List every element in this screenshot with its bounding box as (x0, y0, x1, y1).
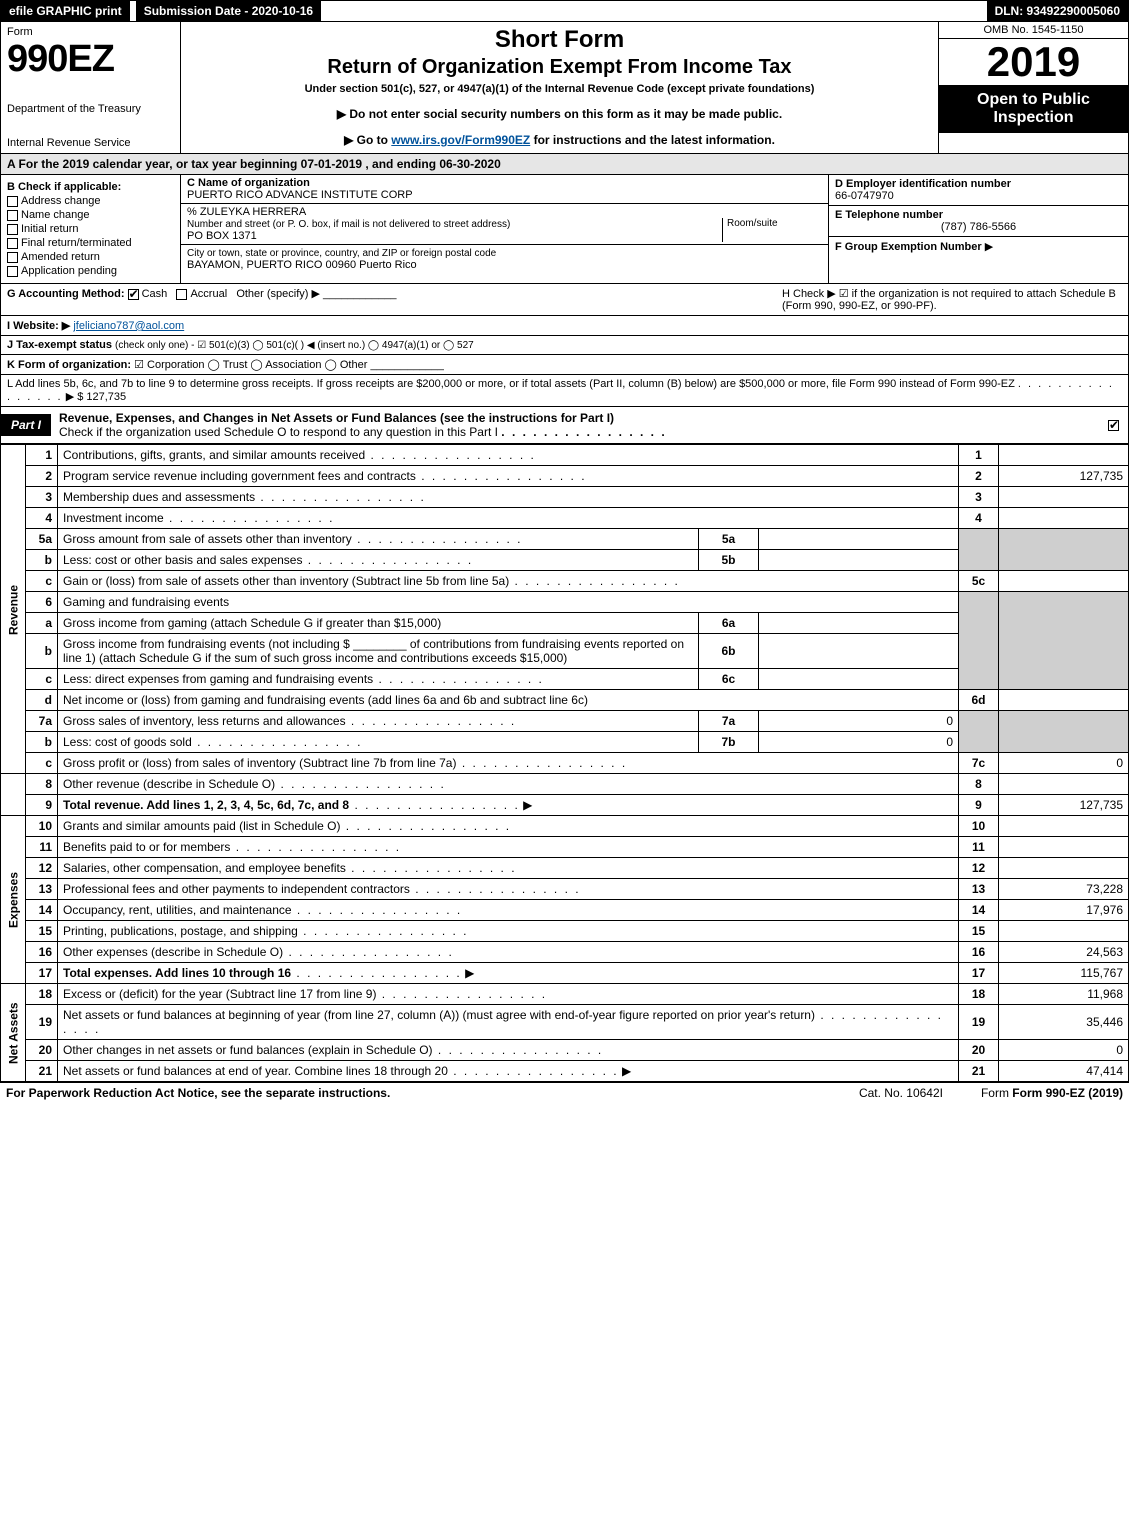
part-i-checknote: Check if the organization used Schedule … (59, 425, 498, 439)
room-label: Room/suite (722, 218, 822, 242)
check-address[interactable]: Address change (7, 195, 174, 207)
tax-year: 2019 (939, 39, 1128, 85)
form-label: Form (7, 26, 174, 38)
section-c: C Name of organization PUERTO RICO ADVAN… (181, 175, 828, 283)
schedule-o-checkbox[interactable] (1108, 420, 1119, 431)
phone-value: (787) 786-5566 (835, 221, 1122, 233)
open-to-public: Open to Public Inspection (939, 85, 1128, 133)
dln: DLN: 93492290005060 (987, 1, 1128, 21)
check-initial[interactable]: Initial return (7, 223, 174, 235)
top-bar: efile GRAPHIC print Submission Date - 20… (0, 0, 1129, 22)
section-l: L Add lines 5b, 6c, and 7b to line 9 to … (0, 375, 1129, 407)
ein-value: 66-0747970 (835, 190, 1122, 202)
under-section-note: Under section 501(c), 527, or 4947(a)(1)… (191, 83, 928, 95)
part-i-label: Part I (1, 414, 51, 436)
k-options: ☑ Corporation ◯ Trust ◯ Association ◯ Ot… (134, 359, 367, 371)
street-label: Number and street (or P. O. box, if mail… (187, 219, 510, 230)
cat-no: Cat. No. 10642I (859, 1086, 943, 1100)
part-i-title: Revenue, Expenses, and Changes in Net As… (51, 407, 1108, 443)
form-number: 990EZ (7, 38, 174, 81)
section-g: G Accounting Method: Cash Accrual Other … (7, 287, 782, 312)
revenue-side-label: Revenue (1, 445, 26, 774)
form-header: Form 990EZ Department of the Treasury In… (0, 22, 1129, 154)
form-meta-block: OMB No. 1545-1150 2019 Open to Public In… (938, 22, 1128, 153)
part-i-table: Revenue 1 Contributions, gifts, grants, … (0, 444, 1129, 1082)
line-amount (999, 445, 1129, 466)
l-text: L Add lines 5b, 6c, and 7b to line 9 to … (7, 378, 1015, 390)
section-b-title: B Check if applicable: (7, 181, 174, 193)
group-exemption-label: F Group Exemption Number (835, 241, 982, 253)
short-form-title: Short Form (191, 26, 928, 54)
g-label: G Accounting Method: (7, 288, 125, 300)
check-amended[interactable]: Amended return (7, 251, 174, 263)
goto-post: for instructions and the latest informat… (530, 133, 775, 147)
section-j: J Tax-exempt status (check only one) - ☑… (0, 336, 1129, 355)
org-info-grid: B Check if applicable: Address change Na… (0, 175, 1129, 284)
check-final[interactable]: Final return/terminated (7, 237, 174, 249)
arrow-icon: ▶ (985, 240, 993, 253)
dept-irs: Internal Revenue Service (7, 137, 174, 149)
goto-note: ▶ Go to www.irs.gov/Form990EZ for instru… (191, 133, 928, 147)
phone-label: E Telephone number (835, 209, 1122, 221)
accrual-checkbox[interactable] (176, 289, 187, 300)
l-amount-label: ▶ $ (66, 391, 84, 403)
form-ref: Form Form 990-EZ (2019) (943, 1086, 1123, 1100)
form-id-block: Form 990EZ Department of the Treasury In… (1, 22, 181, 153)
netassets-side-label: Net Assets (1, 984, 26, 1082)
section-i: I Website: ▶ jfeliciano787@aol.com (0, 316, 1129, 336)
submission-date: Submission Date - 2020-10-16 (136, 1, 321, 21)
section-g-h: G Accounting Method: Cash Accrual Other … (0, 284, 1129, 316)
part-i-header: Part I Revenue, Expenses, and Changes in… (0, 407, 1129, 444)
line-num: 1 (26, 445, 58, 466)
form-title-block: Short Form Return of Organization Exempt… (181, 22, 938, 153)
page-footer: For Paperwork Reduction Act Notice, see … (0, 1082, 1129, 1103)
irs-link[interactable]: www.irs.gov/Form990EZ (391, 133, 530, 147)
section-k: K Form of organization: ☑ Corporation ◯ … (0, 355, 1129, 375)
street-value: PO BOX 1371 (187, 230, 257, 242)
c-label: C Name of organization (187, 177, 822, 189)
j-label: J Tax-exempt status (7, 339, 112, 351)
ssn-warning: ▶ Do not enter social security numbers o… (191, 107, 928, 121)
expenses-side-label: Expenses (1, 816, 26, 984)
paperwork-notice: For Paperwork Reduction Act Notice, see … (6, 1086, 859, 1100)
tax-year-range: A For the 2019 calendar year, or tax yea… (0, 154, 1129, 175)
website-label: I Website: ▶ (7, 320, 70, 332)
section-h: H Check ▶ ☑ if the organization is not r… (782, 287, 1122, 312)
city-value: BAYAMON, PUERTO RICO 00960 Puerto Rico (187, 259, 417, 271)
check-pending[interactable]: Application pending (7, 265, 174, 277)
dept-treasury: Department of the Treasury (7, 103, 174, 115)
section-def: D Employer identification number 66-0747… (828, 175, 1128, 283)
org-name: PUERTO RICO ADVANCE INSTITUTE CORP (187, 189, 822, 201)
j-options: (check only one) - ☑ 501(c)(3) ◯ 501(c)(… (115, 340, 474, 351)
care-of: % ZULEYKA HERRERA (187, 206, 822, 218)
section-b: B Check if applicable: Address change Na… (1, 175, 181, 283)
return-title: Return of Organization Exempt From Incom… (191, 56, 928, 79)
check-name[interactable]: Name change (7, 209, 174, 221)
city-label: City or town, state or province, country… (187, 248, 496, 259)
omb-number: OMB No. 1545-1150 (939, 22, 1128, 39)
cash-checkbox[interactable] (128, 289, 139, 300)
efile-print-button[interactable]: efile GRAPHIC print (1, 1, 130, 21)
goto-pre: ▶ Go to (344, 133, 391, 147)
ein-label: D Employer identification number (835, 178, 1122, 190)
website-link[interactable]: jfeliciano787@aol.com (73, 320, 184, 332)
k-label: K Form of organization: (7, 359, 131, 371)
l-amount: 127,735 (86, 391, 126, 403)
